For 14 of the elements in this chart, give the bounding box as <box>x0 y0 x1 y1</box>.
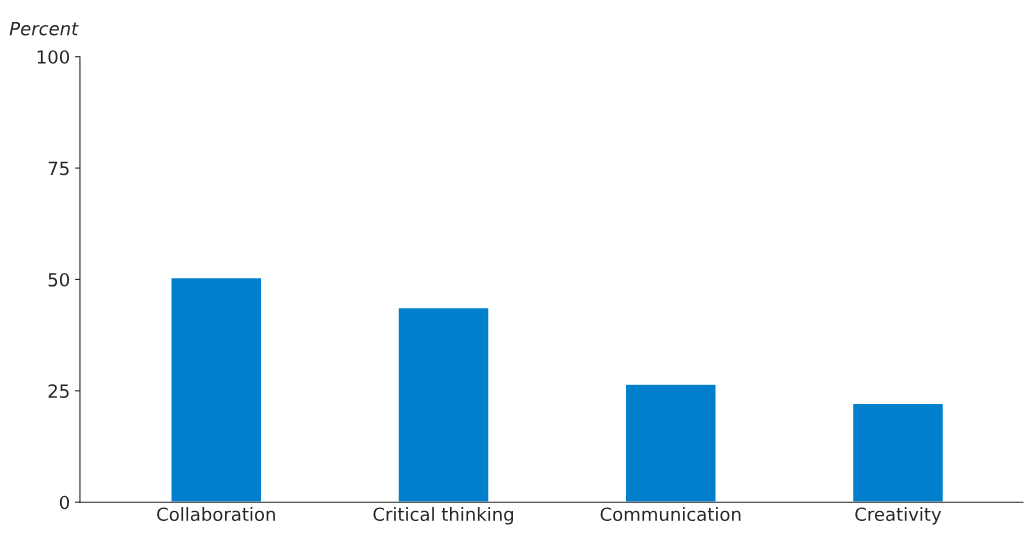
y-tick-label: 75 <box>48 161 69 176</box>
x-tick-label: Communication <box>600 507 741 522</box>
y-tick-label: 0 <box>59 495 70 510</box>
y-tick-label: 100 <box>37 50 70 64</box>
x-tick-label: Collaboration <box>157 507 275 522</box>
y-tick-label: 50 <box>48 272 70 287</box>
x-tick-label: Critical thinking <box>373 507 513 525</box>
bar <box>397 306 490 503</box>
y-tick-label: 25 <box>48 384 69 398</box>
bar <box>851 402 945 503</box>
bar <box>170 276 263 503</box>
bar <box>624 383 717 503</box>
x-tick-label: Creativity <box>855 507 942 525</box>
y-axis-title: Percent <box>9 21 79 36</box>
